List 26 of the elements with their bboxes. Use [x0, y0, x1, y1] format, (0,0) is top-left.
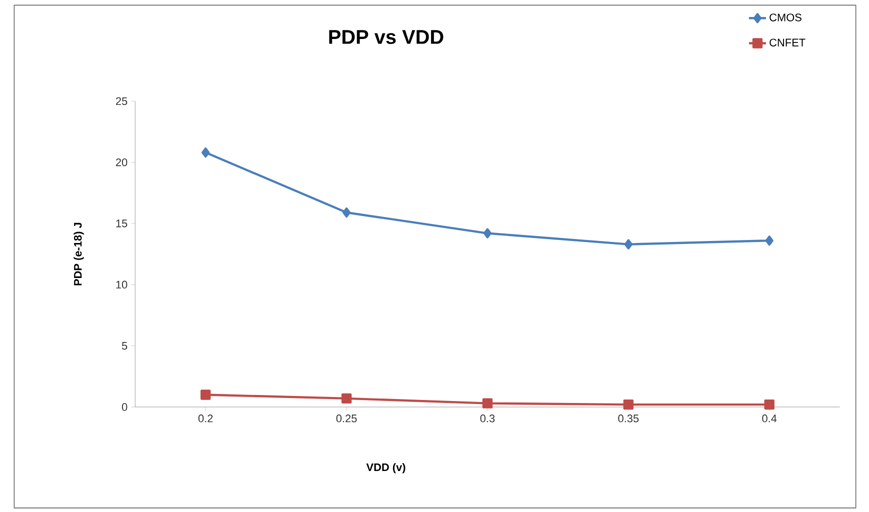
- point: [483, 228, 492, 238]
- point: [764, 399, 774, 410]
- point: [624, 239, 633, 250]
- legend-label: CMOS: [770, 14, 802, 22]
- y-tick-label: 15: [116, 220, 128, 228]
- y-tick-label: 5: [122, 342, 128, 350]
- x-tick-label: 0.25: [336, 414, 357, 422]
- y-tick-label: 10: [116, 280, 128, 288]
- x-tick-label: 0.35: [618, 414, 639, 422]
- x-tick-label: 0.3: [480, 414, 495, 422]
- point: [341, 393, 352, 404]
- point: [342, 207, 351, 218]
- y-tick-label: 20: [116, 158, 128, 166]
- y-tick-label: 0: [122, 403, 128, 411]
- y-axis-title: PDP (e-18) J: [74, 222, 84, 286]
- point: [482, 398, 493, 408]
- point: [202, 147, 210, 158]
- x-tick-label: 0.4: [762, 414, 777, 422]
- legend-label: CNFET: [770, 38, 806, 46]
- y-tick-label: 25: [116, 97, 128, 105]
- chart-title: PDP vs VDD: [329, 30, 444, 44]
- point: [765, 235, 774, 246]
- point: [623, 399, 634, 410]
- point: [200, 390, 211, 400]
- x-axis-title: VDD (v): [366, 462, 406, 474]
- x-tick-label: 0.2: [198, 414, 213, 422]
